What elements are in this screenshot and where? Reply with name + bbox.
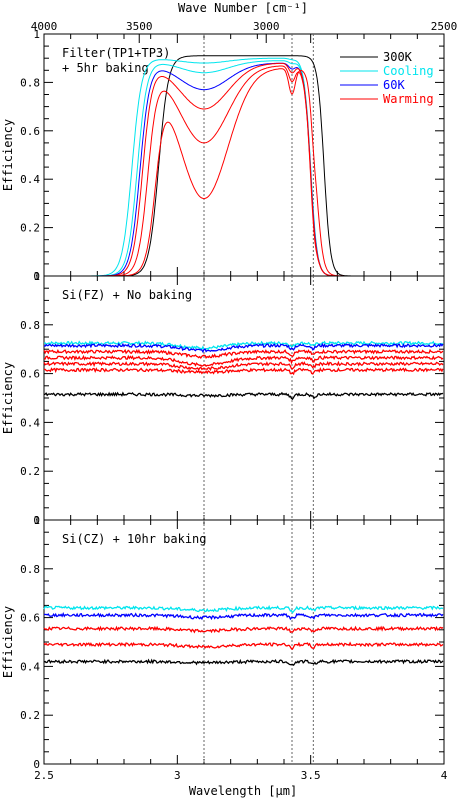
bottom-axis-label: Wavelength [μm] — [189, 784, 297, 798]
panel-3: 0 0.2 0.4 0.6 0.8 1 2.5 3 3.5 4 Si(CZ) + 10hr baki… — [20, 514, 448, 782]
panel-label: Filter(TP1+TP3) — [62, 46, 170, 60]
legend-label-cooling: Cooling — [383, 64, 434, 78]
top-x-tick-label: 2500 — [431, 20, 458, 33]
y-tick-label: 0 — [33, 514, 40, 527]
top-x-tick-label: 3000 — [253, 20, 280, 33]
top-x-tick-label: 4000 — [31, 20, 58, 33]
y-tick-label: 0.4 — [20, 173, 40, 186]
series-line-warming — [43, 625, 444, 634]
y-tick-label: 0 — [33, 758, 40, 771]
y-tick-label: 0.6 — [20, 125, 40, 138]
y-tick-label: 0.6 — [20, 612, 40, 625]
y-tick-label: 0.2 — [20, 222, 40, 235]
y-tick-label: 0.2 — [20, 465, 40, 478]
y-tick-label: 1 — [33, 514, 40, 527]
panel2-y-label: Efficiency — [1, 362, 15, 434]
y-tick-label: 0.8 — [20, 319, 40, 332]
legend-entry-300k: 300K — [340, 50, 413, 64]
series-line-300k — [43, 391, 444, 401]
y-tick-label: 0.8 — [20, 76, 40, 89]
y-tick-label: 0.8 — [20, 563, 40, 576]
panel1-y-label: Efficiency — [1, 119, 15, 191]
panel-frame — [43, 275, 445, 521]
x-tick-label: 2.5 — [34, 769, 54, 782]
series-line-60k — [43, 342, 444, 354]
series-line-warming — [43, 360, 444, 372]
panel-label: Si(CZ) + 10hr baking — [62, 532, 207, 546]
panel-frame — [43, 519, 445, 765]
x-tick-label: 4 — [441, 769, 448, 782]
series-line-300k — [43, 658, 444, 666]
series-line-cooling — [43, 604, 444, 614]
series-line-cooling — [43, 340, 444, 351]
top-x-tick-label: 3500 — [126, 20, 153, 33]
y-tick-label: 0.4 — [20, 660, 40, 673]
y-tick-label: 1 — [33, 270, 40, 283]
series-line-warming — [44, 354, 444, 367]
panel-2: 0 0.2 0.4 0.6 0.8 1 Si(FZ) + No baking — [20, 270, 445, 527]
panel3-y-label: Efficiency — [1, 606, 15, 678]
y-tick-label: 0.4 — [20, 416, 40, 429]
legend-label-warming: Warming — [383, 92, 434, 106]
legend-entry-warming: Warming — [340, 92, 434, 106]
series-line-warming — [43, 348, 444, 359]
x-tick-label: 3 — [174, 769, 181, 782]
legend-label-300k: 300K — [383, 50, 413, 64]
y-tick-label: 0 — [33, 270, 40, 283]
y-tick-label: 0.6 — [20, 368, 40, 381]
panel-label: Si(FZ) + No baking — [62, 288, 192, 302]
x-tick-label: 3.5 — [301, 769, 321, 782]
series-line-warming — [43, 641, 444, 650]
panel-label: + 5hr baking — [62, 61, 149, 75]
legend-entry-cooling: Cooling — [340, 64, 434, 78]
y-tick-label: 0.2 — [20, 709, 40, 722]
legend-entry-60k: 60K — [340, 78, 405, 92]
legend-label-60k: 60K — [383, 78, 405, 92]
y-tick-label: 1 — [33, 28, 40, 41]
series-line-60k — [43, 612, 444, 621]
legend: 300K Cooling 60K Warming — [340, 50, 434, 106]
top-axis-label: Wave Number [cm⁻¹] — [178, 1, 308, 15]
series-line-warming — [43, 367, 444, 376]
